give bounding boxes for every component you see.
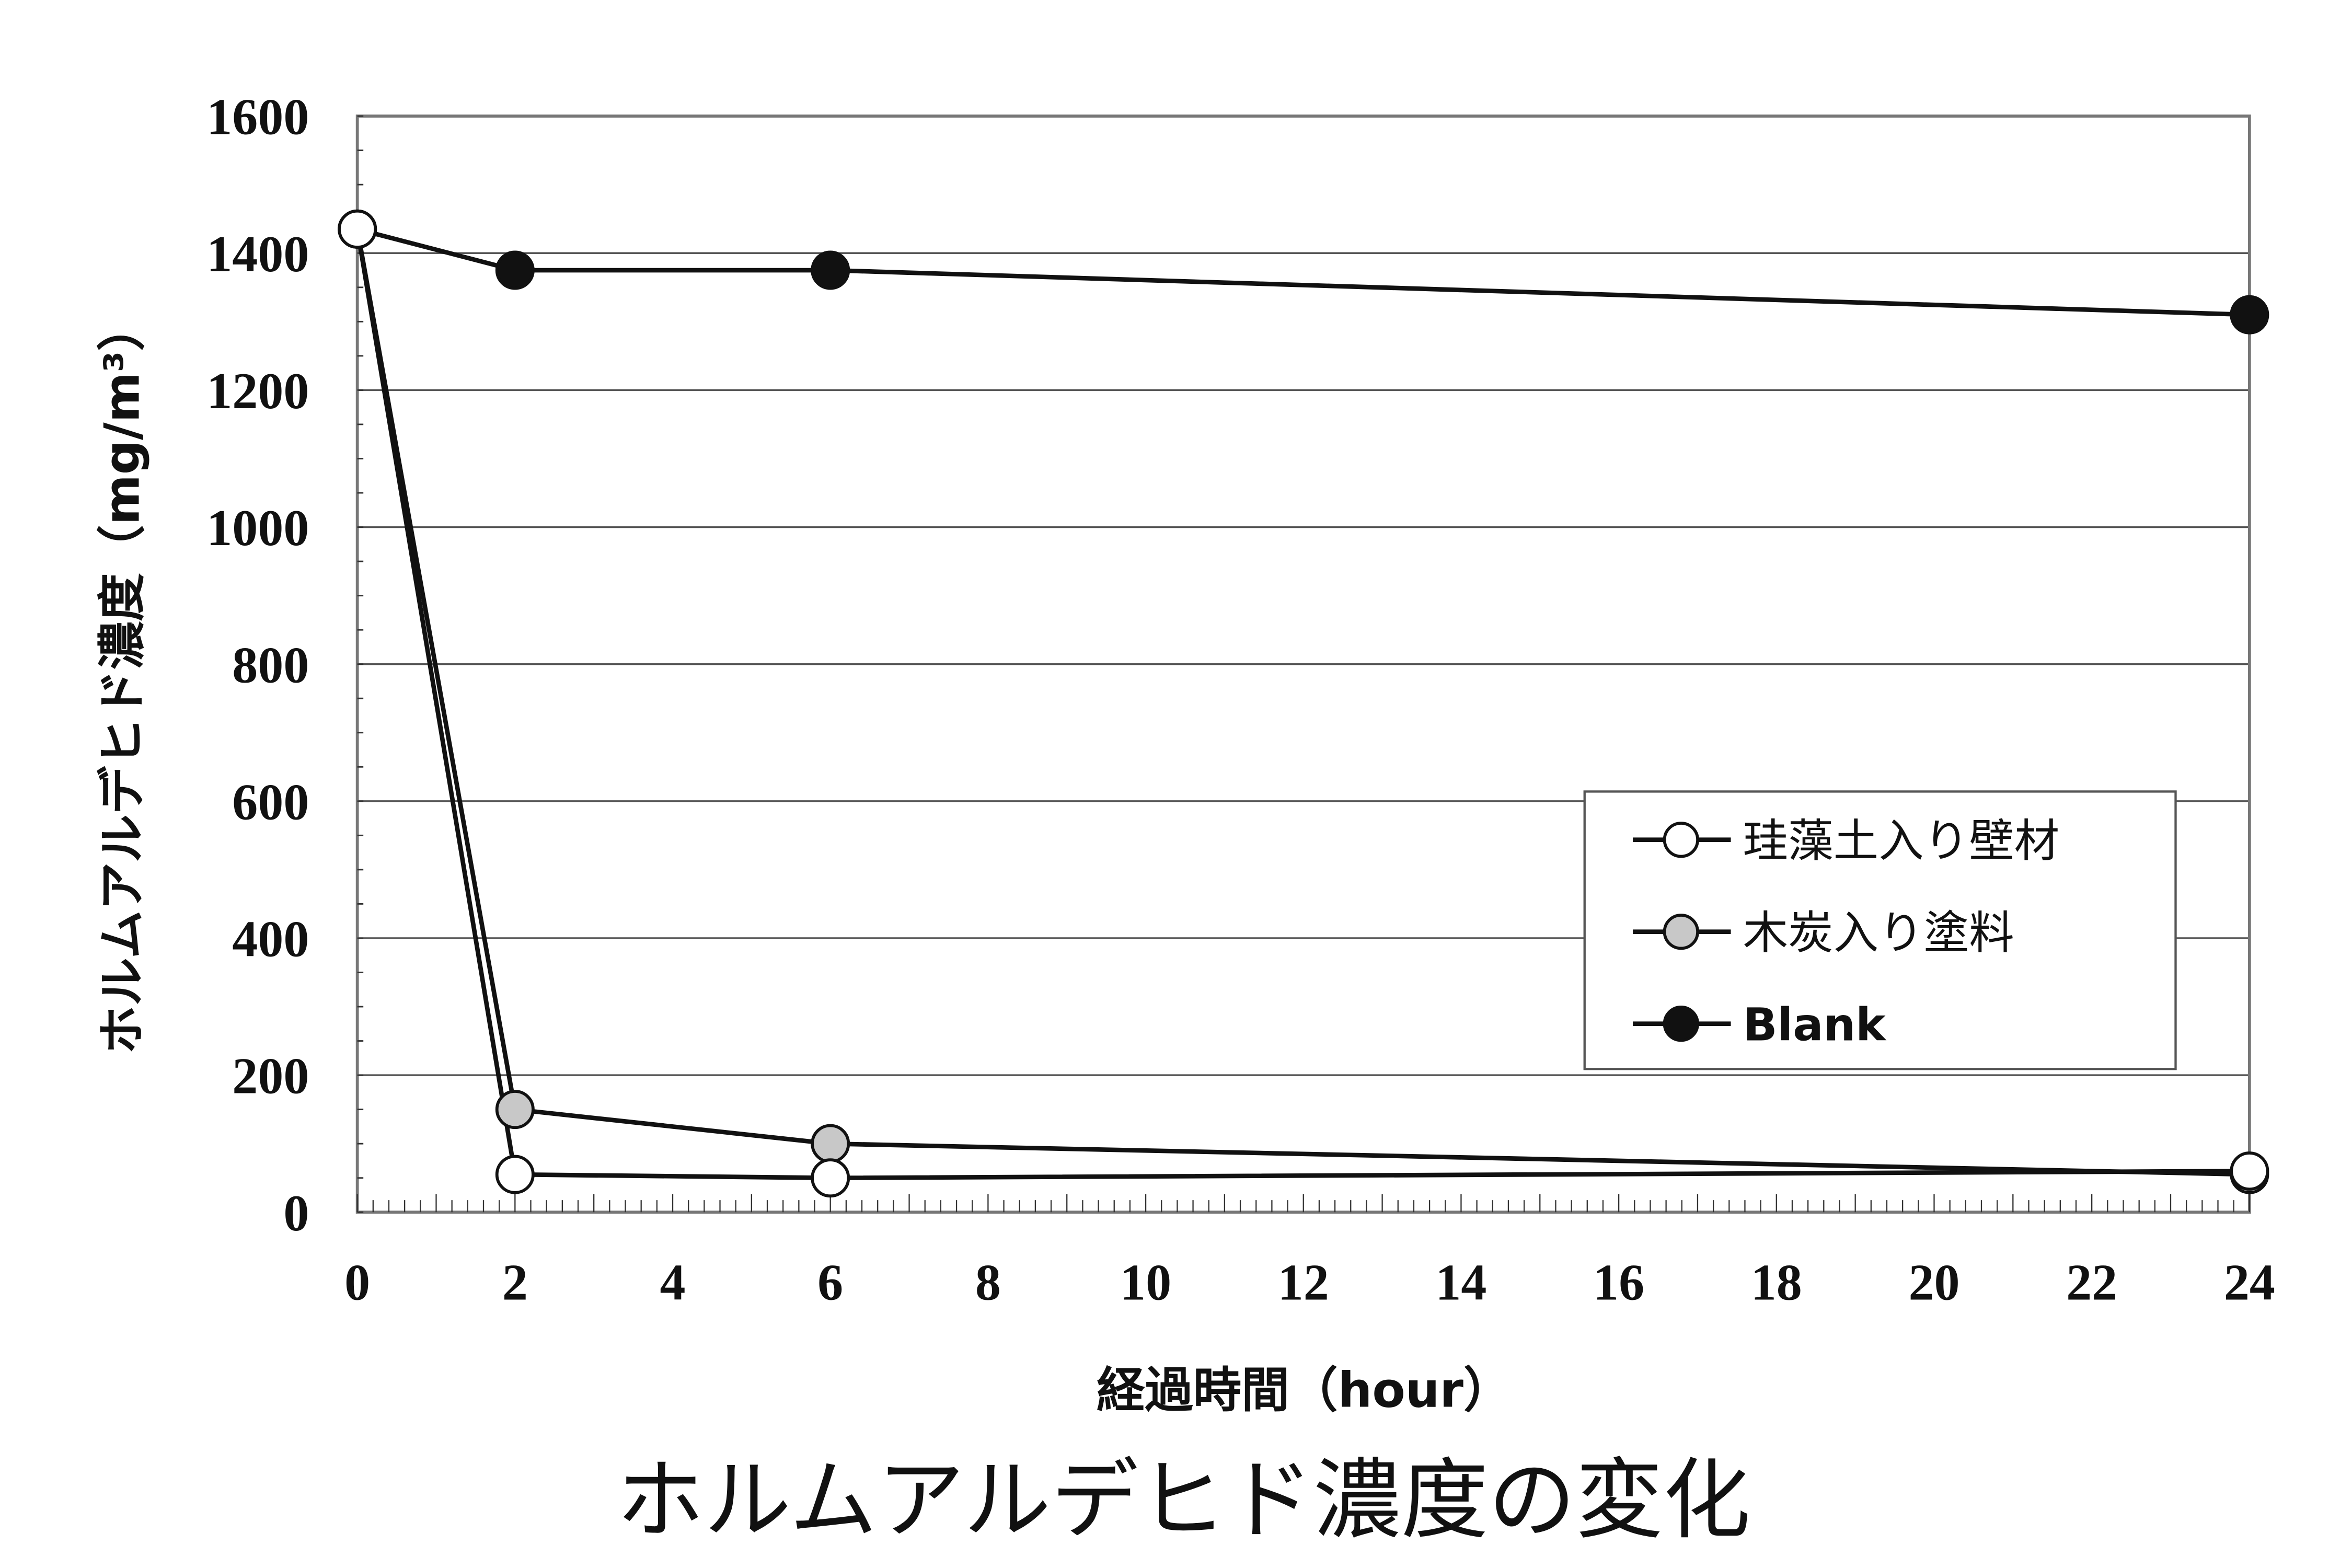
- y-tick-label: 600: [232, 774, 309, 831]
- legend-marker-icon: [1663, 822, 1699, 858]
- data-point: [811, 1158, 850, 1198]
- x-tick-label: 10: [1120, 1255, 1171, 1311]
- y-tick-label: 800: [232, 637, 309, 694]
- data-point: [495, 250, 535, 290]
- x-tick-label: 6: [817, 1255, 843, 1311]
- x-tick-label: 20: [1908, 1255, 1959, 1311]
- legend-label: 木炭入り塗料: [1743, 907, 2014, 959]
- y-tick-label: 1200: [206, 363, 309, 420]
- legend-label: 珪藻土入り壁材: [1743, 815, 2060, 867]
- x-tick-label: 16: [1593, 1255, 1644, 1311]
- legend-marker-icon: [1663, 1006, 1699, 1042]
- x-tick-label: 24: [2224, 1255, 2275, 1311]
- y-tick-label: 1600: [206, 89, 309, 146]
- series-line: [356, 227, 2250, 317]
- data-point: [811, 250, 850, 290]
- data-point: [2230, 1151, 2269, 1191]
- x-tick-label: 8: [975, 1255, 1001, 1311]
- data-point: [2230, 295, 2269, 335]
- data-point: [811, 1124, 850, 1163]
- legend-label: Blank: [1743, 999, 1887, 1051]
- series-layer: [338, 209, 2269, 1198]
- y-tick-label: 400: [232, 912, 309, 968]
- y-tick-label: 200: [232, 1048, 309, 1105]
- data-point: [338, 209, 377, 249]
- y-tick-label: 1400: [206, 226, 309, 283]
- x-tick-label: 12: [1278, 1255, 1329, 1311]
- x-tick-label: 0: [344, 1255, 370, 1311]
- series-line: [355, 228, 2250, 1177]
- chart-title: ホルムアルデヒド濃度の変化: [617, 1450, 1751, 1551]
- data-point: [495, 1090, 535, 1129]
- minor-ticks: [356, 115, 2250, 1213]
- x-tick-label: 18: [1751, 1255, 1802, 1311]
- legend-marker-icon: [1663, 914, 1699, 950]
- x-axis-label: 経過時間（hour）: [1097, 1362, 1512, 1418]
- y-tick-label: 1000: [206, 500, 309, 557]
- data-point: [495, 1155, 535, 1194]
- x-tick-label: 22: [2066, 1255, 2117, 1311]
- y-tick-label: 0: [283, 1185, 309, 1242]
- series-line: [355, 228, 2250, 1181]
- x-tick-label: 2: [502, 1255, 528, 1311]
- y-axis-label: ホルムアルデヒド濃度（mg/m³）: [94, 303, 150, 1054]
- x-tick-label: 14: [1435, 1255, 1486, 1311]
- gridlines: [357, 252, 2250, 1076]
- x-tick-label: 4: [660, 1255, 686, 1311]
